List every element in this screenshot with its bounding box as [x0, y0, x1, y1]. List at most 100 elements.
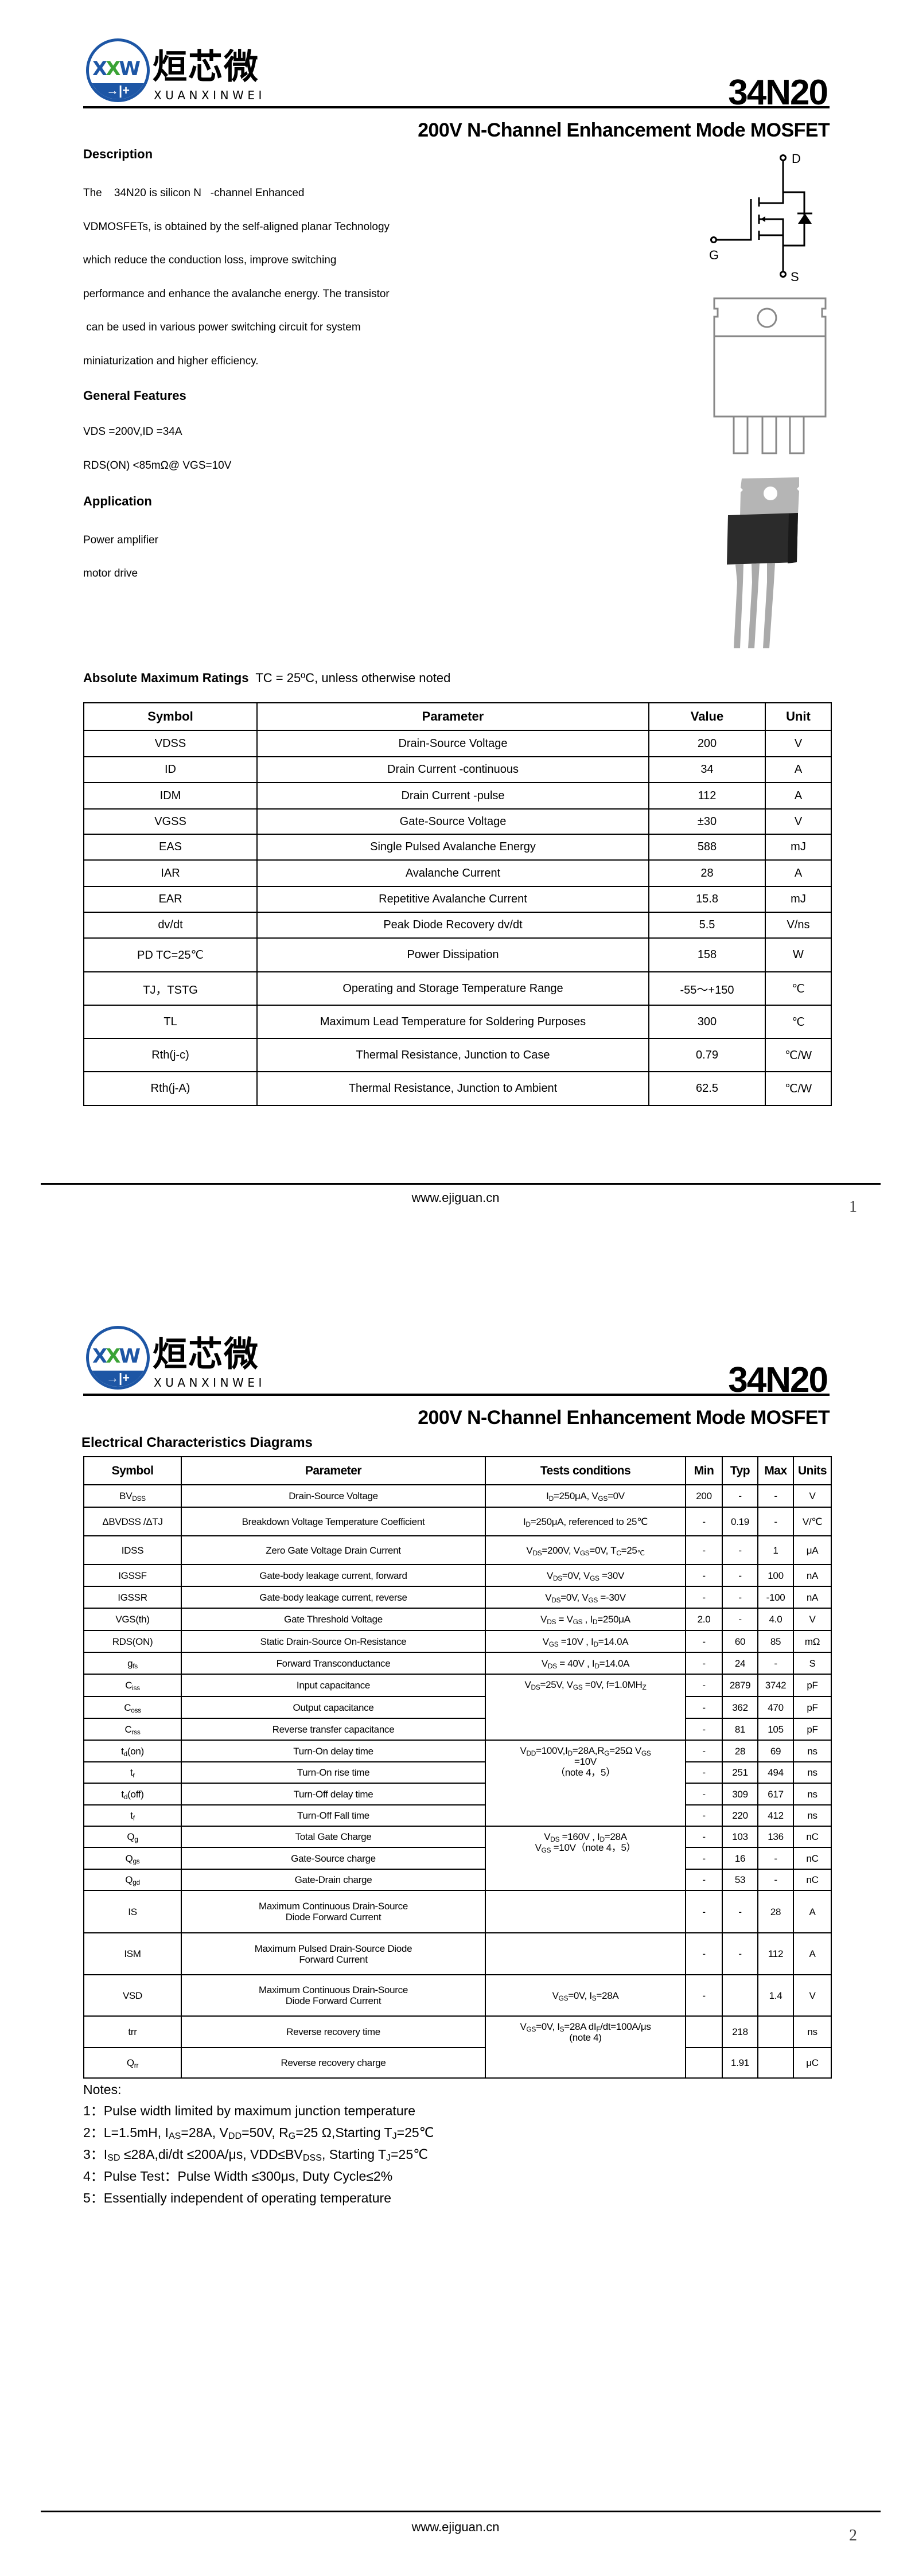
units-cell: V: [793, 1974, 832, 2017]
parameter-cell: Reverse recovery charge: [181, 2047, 486, 2079]
subscript: F: [596, 2025, 601, 2033]
subscript: D: [593, 1640, 598, 1648]
table-row: Ciss Input capacitance VDS=25V, VGS =0V, f…: [83, 1674, 832, 1741]
package-photo: [727, 477, 799, 648]
column-header: Value: [648, 702, 766, 731]
parameter-cell: Peak Diode Recovery dv/dt: [256, 912, 649, 939]
subscript: DS: [547, 1661, 557, 1670]
description-heading: Description: [83, 147, 153, 161]
table-row: IGSSF Gate-body leakage current, forward V…: [83, 1564, 832, 1587]
max-cell: 412: [757, 1804, 794, 1827]
subscript: DS: [532, 1548, 542, 1557]
subscript: DSS: [132, 1495, 146, 1503]
symbol-cell: EAR: [83, 886, 258, 913]
units-cell: ns: [793, 1804, 832, 1827]
text-segment: ≤28A,di/dt ≤200A/μs, VDD≤BV: [120, 2147, 303, 2162]
text-segment: Maximum Continuous Drain-Source: [259, 1901, 408, 1912]
text-line: VGS =10V（note 4，5）: [487, 1842, 684, 1854]
description-line: VDMOSFETs, is obtained by the self-align…: [83, 220, 390, 233]
subscript: D: [525, 1520, 531, 1528]
units-cell: nA: [793, 1564, 832, 1587]
parameter-cell: Power Dissipation: [256, 937, 649, 972]
subscript: GS: [573, 1618, 583, 1626]
subscript: GS: [598, 1495, 608, 1503]
text-segment: V: [546, 1570, 553, 1581]
description-line: can be used in various power switching c…: [83, 321, 361, 333]
text-segment: V: [520, 1745, 527, 1756]
text-segment: C: [125, 1680, 133, 1691]
parameter-cell: Thermal Resistance, Junction to Case: [256, 1038, 649, 1072]
text-segment: （note 4，5）: [555, 1767, 616, 1778]
symbol-cell: TL: [83, 1005, 258, 1039]
subscript: G: [604, 1749, 610, 1757]
text-line: Diode Forward Current: [183, 1995, 484, 2006]
subscript: DS: [547, 1618, 556, 1626]
subscript: iss: [132, 1684, 140, 1692]
typ-cell: 60: [722, 1630, 758, 1653]
table-row: Rth(j-c) Thermal Resistance, Junction to …: [83, 1038, 832, 1072]
table-row: VSD Maximum Continuous Drain-Source Diode …: [83, 1974, 832, 2017]
table-row: VGSS Gate-Source Voltage ±30 V: [83, 808, 832, 835]
typ-cell: 220: [722, 1804, 758, 1827]
text-line: (note 4): [487, 2032, 684, 2043]
text-segment: =30V: [599, 1570, 625, 1581]
page2-header: XXW →|+ 烜芯微 XUANXINWEI 34N20 200V N-Chan…: [0, 1322, 911, 1431]
conditions-cell: VDS = VGS , ID=250μA: [485, 1608, 686, 1631]
parameter-cell: Single Pulsed Avalanche Energy: [256, 834, 649, 861]
value-cell: -55～+150: [648, 971, 766, 1006]
text-segment: V: [544, 1831, 551, 1842]
symbol-cell: IS: [83, 1890, 182, 1933]
subscript: GS: [641, 1749, 651, 1757]
parameter-cell: Drain-Source Voltage: [256, 730, 649, 757]
units-cell: V: [793, 1484, 832, 1508]
text-line: （note 4，5）: [487, 1767, 684, 1778]
column-header: Tests conditions: [485, 1456, 686, 1485]
max-cell: -: [757, 1652, 794, 1675]
page-number: 2: [849, 2527, 857, 2544]
subscript: GS: [526, 2025, 536, 2033]
max-cell: 69: [757, 1740, 794, 1762]
units-cell: V: [793, 1608, 832, 1631]
symbol-cell: Qgs: [83, 1847, 182, 1870]
typ-cell: 218: [722, 2015, 758, 2048]
note-item: 5：Essentially independent of operating t…: [83, 2187, 434, 2209]
text-line: VDS=0V, VGS =-30V: [487, 1592, 684, 1604]
company-logo: XXW →|+: [86, 38, 150, 102]
subscript: SD: [107, 2153, 120, 2163]
text-segment: 1：Pulse width limited by maximum junctio…: [83, 2103, 416, 2118]
symbol-cell: td(on): [83, 1740, 182, 1762]
table-row: td(off) Turn-Off delay time -309 617 ns: [83, 1783, 832, 1805]
footer-divider: [41, 1183, 881, 1185]
text-line: ID=250μA, referenced to 25℃: [487, 1516, 684, 1528]
table-row: tr Turn-On rise time -251 494 ns: [83, 1761, 832, 1784]
symbol-cell: IDM: [83, 782, 258, 810]
value-cell: 200: [648, 730, 766, 757]
min-cell: -: [685, 1586, 723, 1609]
table-row: TJ，TSTG Operating and Storage Temperature…: [83, 971, 832, 1006]
units-cell: μC: [793, 2047, 832, 2079]
ratings-title: Absolute Maximum Ratings TC = 25ºC, unle…: [83, 671, 450, 686]
footer-divider: [41, 2511, 881, 2512]
typ-cell: 24: [722, 1652, 758, 1675]
subscript: D: [548, 1495, 554, 1503]
parameter-cell: Zero Gate Voltage Drain Current: [181, 1535, 486, 1565]
symbol-cell: PD TC=25℃: [83, 937, 258, 972]
subscript: S: [559, 2025, 564, 2033]
text-segment: =28A: [604, 1831, 627, 1842]
note-item: 1：Pulse width limited by maximum junctio…: [83, 2100, 434, 2122]
symbol-cell: Coss: [83, 1696, 182, 1719]
subscript: ℃: [637, 1548, 645, 1557]
header-divider: [83, 106, 830, 108]
min-cell: -: [685, 1932, 723, 1975]
logo-mark: XXW: [92, 57, 141, 80]
table-row: ISM Maximum Pulsed Drain-Source Diode Forw…: [83, 1932, 832, 1975]
max-cell: 4.0: [757, 1608, 794, 1631]
typ-cell: 53: [722, 1869, 758, 1891]
subscript: DS: [550, 1835, 560, 1843]
text-line: Maximum Pulsed Drain-Source Diode: [183, 1943, 484, 1954]
subscript: r: [133, 1771, 135, 1779]
min-cell: -: [685, 1890, 723, 1933]
conditions-cell: [485, 1890, 686, 1933]
text-segment: g: [127, 1657, 133, 1669]
typ-cell: -: [722, 1586, 758, 1609]
